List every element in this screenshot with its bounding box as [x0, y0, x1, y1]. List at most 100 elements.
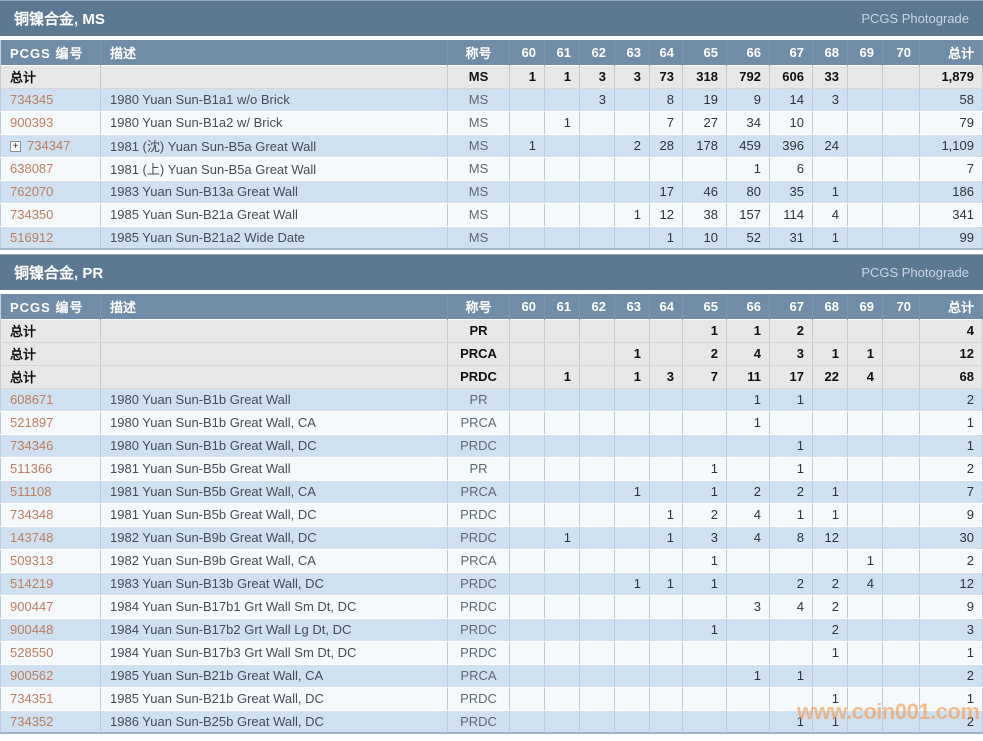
grade-count-cell: 28: [649, 133, 683, 158]
expand-icon[interactable]: +: [10, 141, 21, 152]
pcgs-number-link[interactable]: 638087: [10, 161, 54, 176]
pcgs-number-link[interactable]: 734348: [10, 507, 54, 522]
pcgs-number-link[interactable]: 734345: [10, 92, 54, 107]
table-row: 516912 1985 Yuan Sun-B21a2 Wide Date MS 1 10…: [0, 225, 983, 250]
grade-count-cell: [882, 341, 920, 366]
section-header: 铜镍合金, PR PCGS Photograde: [0, 254, 983, 290]
population-table: PCGS 编号 描述 称号 60 61 62 63 64 65 66 67 68 69 70 总计 总计 MS 1…: [0, 40, 983, 250]
coin-description: 1985 Yuan Sun-B21a Great Wall: [100, 202, 448, 227]
pcgs-number-cell: 734346: [0, 433, 101, 458]
grade-count-cell: 1: [614, 202, 650, 227]
coin-description: [100, 64, 448, 89]
grade-count-cell: [882, 64, 920, 89]
photograde-link[interactable]: PCGS Photograde: [861, 265, 969, 280]
table-row: 143748 1982 Yuan Sun-B9b Great Wall, DC PR…: [0, 525, 983, 550]
grade-count-cell: 7: [682, 364, 727, 389]
grade-count-cell: [649, 617, 683, 642]
pcgs-number-link[interactable]: 900447: [10, 599, 54, 614]
grade-count-cell: [579, 663, 615, 688]
grade-count-cell: 1: [812, 709, 848, 734]
table-row: 511366 1981 Yuan Sun-B5b Great Wall PR 1 1 2: [0, 456, 983, 481]
grade-count-cell: [882, 525, 920, 550]
pcgs-number-link[interactable]: 734347: [27, 138, 71, 153]
photograde-link[interactable]: PCGS Photograde: [861, 11, 969, 26]
grade-count-cell: [682, 640, 727, 665]
grade-count-cell: [579, 640, 615, 665]
table-row: 514219 1983 Yuan Sun-B13b Great Wall, DC P…: [0, 571, 983, 596]
designation-value: MS: [447, 110, 510, 135]
pcgs-number-link[interactable]: 514219: [10, 576, 54, 591]
section-title: 铜镍合金, PR: [14, 265, 104, 282]
pcgs-number-link[interactable]: 143748: [10, 530, 54, 545]
pcgs-number-link[interactable]: 608671: [10, 392, 54, 407]
grade-count-cell: 3: [726, 594, 770, 619]
pcgs-number-link[interactable]: 734350: [10, 207, 54, 222]
pcgs-number-link[interactable]: 734351: [10, 691, 54, 706]
grade-count-cell: [682, 387, 727, 412]
grade-count-cell: [847, 318, 883, 343]
pcgs-number-link[interactable]: 900393: [10, 115, 54, 130]
grade-count-cell: [509, 410, 545, 435]
pcgs-number-link[interactable]: 734352: [10, 713, 54, 729]
designation-value: PRDC: [447, 364, 510, 389]
column-header-description: 描述: [100, 40, 448, 65]
designation-value: PRDC: [447, 525, 510, 550]
grade-count-cell: [649, 318, 683, 343]
pcgs-number-link[interactable]: 511108: [10, 484, 52, 499]
table-row: 734346 1980 Yuan Sun-B1b Great Wall, DC PR…: [0, 433, 983, 458]
pcgs-number-link[interactable]: 509313: [10, 553, 54, 568]
grade-count-cell: 1: [769, 502, 813, 527]
designation-value: PRDC: [447, 571, 510, 596]
pcgs-number-link[interactable]: 516912: [10, 229, 54, 245]
grade-count-cell: [847, 202, 883, 227]
grade-count-cell: [579, 617, 615, 642]
grade-count-cell: [509, 433, 545, 458]
grade-count-cell: 1: [544, 110, 580, 135]
total-label: 总计: [0, 341, 101, 366]
row-total: 12: [919, 341, 983, 366]
grade-count-cell: 1: [769, 433, 813, 458]
pcgs-number-cell: 734348: [0, 502, 101, 527]
grade-count-cell: 14: [769, 87, 813, 112]
grade-count-cell: [614, 594, 650, 619]
grade-count-cell: [614, 387, 650, 412]
column-header-grade-63: 63: [614, 40, 650, 65]
grade-count-cell: 2: [812, 571, 848, 596]
grade-count-cell: [649, 433, 683, 458]
grade-count-cell: 80: [726, 179, 770, 204]
pcgs-number-link[interactable]: 900562: [10, 668, 54, 683]
pcgs-number-cell: 734351: [0, 686, 101, 711]
designation-value: PRCA: [447, 341, 510, 366]
coin-description: [100, 364, 448, 389]
column-header-grade-65: 65: [682, 40, 727, 65]
column-header-grade-64: 64: [649, 294, 683, 319]
pcgs-number-link[interactable]: 734346: [10, 438, 54, 453]
column-header-grade-63: 63: [614, 294, 650, 319]
column-header-designation: 称号: [447, 40, 510, 65]
grade-count-cell: 2: [769, 318, 813, 343]
grade-count-cell: 1: [509, 133, 545, 158]
grade-count-cell: 31: [769, 225, 813, 250]
pcgs-number-link[interactable]: 900448: [10, 622, 54, 637]
grade-count-cell: 6: [769, 156, 813, 181]
designation-value: PRDC: [447, 709, 510, 734]
grade-count-cell: 35: [769, 179, 813, 204]
pcgs-number-link[interactable]: 521897: [10, 415, 54, 430]
pcgs-number-link[interactable]: 511366: [10, 461, 53, 476]
grade-count-cell: 73: [649, 64, 683, 89]
grade-count-cell: [649, 479, 683, 504]
grade-count-cell: [847, 433, 883, 458]
grade-count-cell: [509, 156, 545, 181]
pcgs-number-link[interactable]: 762070: [10, 184, 54, 199]
grade-count-cell: [544, 202, 580, 227]
grade-count-cell: 2: [769, 479, 813, 504]
grade-count-cell: [579, 110, 615, 135]
grade-count-cell: [882, 456, 920, 481]
coin-description: 1981 Yuan Sun-B5b Great Wall, DC: [100, 502, 448, 527]
pcgs-number-link[interactable]: 528550: [10, 645, 54, 660]
grade-count-cell: [509, 502, 545, 527]
row-total: 2: [919, 663, 983, 688]
row-total: 68: [919, 364, 983, 389]
row-total: 9: [919, 502, 983, 527]
grade-count-cell: 2: [812, 594, 848, 619]
